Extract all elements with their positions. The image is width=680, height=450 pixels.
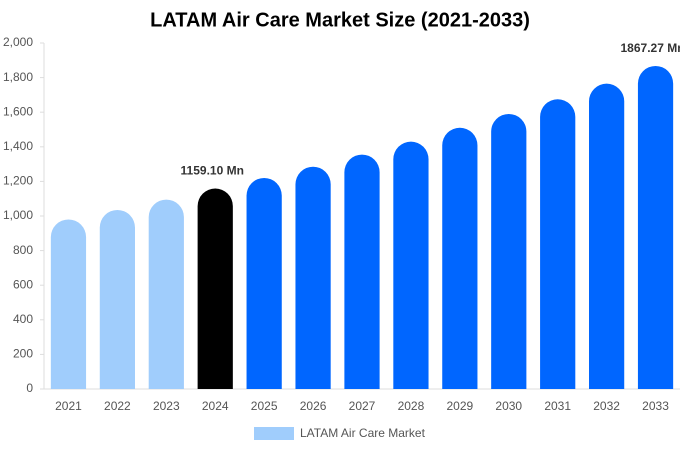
y-tick-label: 600 [13,277,33,291]
x-tick-label: 2030 [495,399,522,413]
bar [589,83,625,390]
bar [295,166,331,389]
bar [491,113,527,389]
x-tick-label: 2027 [349,399,376,413]
bar [442,127,478,389]
y-tick-label: 1,600 [3,104,33,118]
x-tick-label: 2028 [398,399,425,413]
bar [344,154,380,389]
bar [50,219,87,389]
value-label: 1867.27 Mn [621,41,680,55]
x-tick-label: 2032 [593,399,620,413]
x-tick-label: 2021 [55,399,82,413]
x-tick-label: 2026 [300,399,327,413]
y-tick-label: 0 [26,381,33,395]
bar [393,141,429,389]
y-tick-label: 400 [13,312,33,326]
x-tick-label: 2033 [642,399,669,413]
y-tick-label: 1,000 [3,208,33,222]
bar [246,177,282,389]
legend-label: LATAM Air Care Market [300,426,426,440]
bar [148,199,184,389]
bar [540,99,576,389]
chart-title: LATAM Air Care Market Size (2021-2033) [150,9,530,31]
x-tick-label: 2029 [446,399,473,413]
x-tick-label: 2023 [153,399,180,413]
y-tick-label: 2,000 [3,35,33,49]
bar [99,209,135,389]
y-tick-label: 1,200 [3,174,33,188]
x-tick-label: 2025 [251,399,278,413]
y-tick-label: 1,800 [3,70,33,84]
x-tick-label: 2031 [544,399,571,413]
bar [197,188,233,389]
bar [637,65,674,390]
x-tick-label: 2022 [104,399,131,413]
y-tick-label: 1,400 [3,139,33,153]
y-tick-label: 200 [13,347,33,361]
y-tick-label: 800 [13,243,33,257]
value-label: 1159.10 Mn [181,164,244,178]
legend-swatch [254,427,294,440]
x-tick-label: 2024 [202,399,229,413]
